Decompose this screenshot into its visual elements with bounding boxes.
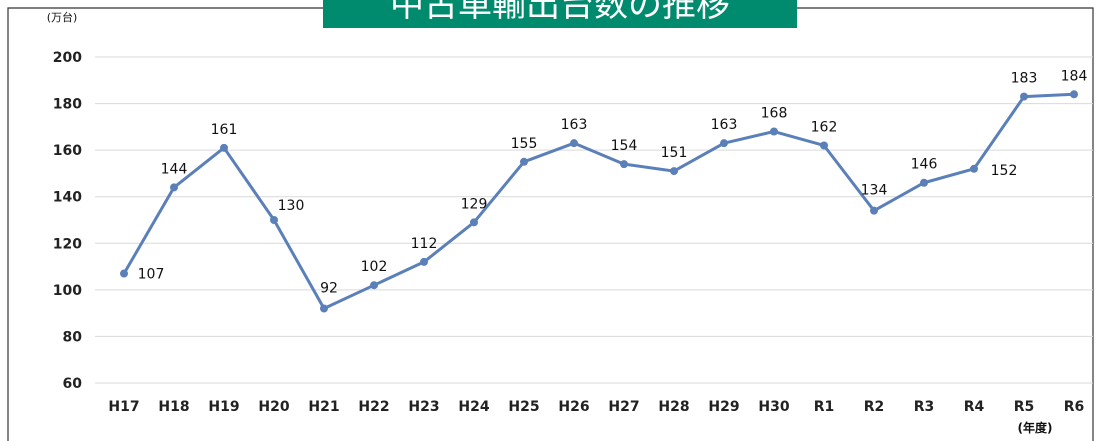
x-tick-label: H18 bbox=[158, 399, 189, 415]
point bbox=[120, 269, 128, 278]
point bbox=[670, 167, 678, 176]
data-label: 151 bbox=[661, 145, 688, 161]
data-label: 163 bbox=[561, 117, 588, 133]
point bbox=[170, 183, 178, 192]
x-tick-label: H23 bbox=[408, 399, 439, 415]
point bbox=[870, 206, 878, 215]
x-tick-label: R4 bbox=[964, 399, 985, 415]
x-tick-label: H29 bbox=[708, 399, 739, 415]
data-label: 183 bbox=[1011, 71, 1038, 87]
x-tick-label: R6 bbox=[1064, 399, 1085, 415]
point bbox=[370, 281, 378, 290]
x-tick-label: H20 bbox=[258, 399, 289, 415]
x-tick-label: H28 bbox=[658, 399, 689, 415]
chart-title: 中古車輸出台数の推移 bbox=[390, 0, 730, 25]
point bbox=[520, 157, 528, 166]
point bbox=[820, 141, 828, 150]
x-tick-label: H27 bbox=[608, 399, 639, 415]
point bbox=[220, 143, 228, 152]
x-tick-label: R2 bbox=[864, 399, 885, 415]
x-tick-label: R5 bbox=[1014, 399, 1035, 415]
point bbox=[1070, 90, 1078, 99]
data-label: 112 bbox=[411, 236, 438, 252]
point bbox=[720, 139, 728, 148]
point bbox=[320, 304, 328, 313]
x-tick-label: H17 bbox=[108, 399, 139, 415]
frame bbox=[7, 7, 1094, 441]
y-tick-label: 140 bbox=[53, 190, 82, 206]
data-label: 146 bbox=[911, 157, 938, 173]
data-label: 162 bbox=[811, 119, 838, 135]
data-label: 92 bbox=[320, 280, 338, 296]
x-tick-label: H19 bbox=[208, 399, 239, 415]
point bbox=[970, 164, 978, 173]
point bbox=[770, 127, 778, 136]
x-tick-label: R3 bbox=[914, 399, 935, 415]
y-unit: (万台) bbox=[47, 10, 78, 24]
y-tick-label: 180 bbox=[53, 97, 82, 113]
x-tick-label: H21 bbox=[308, 399, 339, 415]
data-label: 152 bbox=[991, 163, 1018, 179]
data-label: 144 bbox=[161, 161, 188, 177]
y-tick-label: 200 bbox=[53, 50, 82, 66]
x-tick-label: H24 bbox=[458, 399, 489, 415]
title-box bbox=[323, 0, 797, 28]
x-unit: (年度) bbox=[1018, 420, 1053, 435]
x-tick-label: H25 bbox=[508, 399, 539, 415]
point bbox=[920, 178, 928, 187]
data-label: 129 bbox=[461, 196, 488, 212]
y-tick-label: 80 bbox=[63, 329, 83, 345]
x-tick-label: H22 bbox=[358, 399, 389, 415]
y-tick-label: 160 bbox=[53, 143, 82, 159]
point bbox=[420, 257, 428, 266]
y-tick-label: 120 bbox=[53, 236, 82, 252]
data-label: 107 bbox=[138, 267, 165, 283]
data-label: 102 bbox=[361, 259, 388, 275]
data-label: 155 bbox=[511, 136, 538, 152]
data-label: 161 bbox=[211, 122, 238, 138]
data-label: 168 bbox=[761, 106, 788, 122]
data-label: 134 bbox=[861, 183, 888, 199]
x-tick-label: H26 bbox=[558, 399, 589, 415]
data-label: 154 bbox=[611, 138, 638, 154]
x-tick-label: H30 bbox=[758, 399, 789, 415]
x-tick-label: R1 bbox=[814, 399, 835, 415]
data-label: 130 bbox=[278, 198, 305, 214]
point bbox=[620, 160, 628, 169]
point bbox=[570, 139, 578, 148]
point bbox=[270, 216, 278, 224]
y-tick-label: 100 bbox=[53, 283, 82, 299]
line bbox=[122, 92, 1075, 310]
data-label: 184 bbox=[1061, 68, 1088, 84]
data-label: 163 bbox=[711, 117, 738, 133]
point bbox=[470, 218, 478, 227]
point bbox=[1020, 92, 1028, 101]
y-tick-label: 60 bbox=[63, 376, 83, 392]
